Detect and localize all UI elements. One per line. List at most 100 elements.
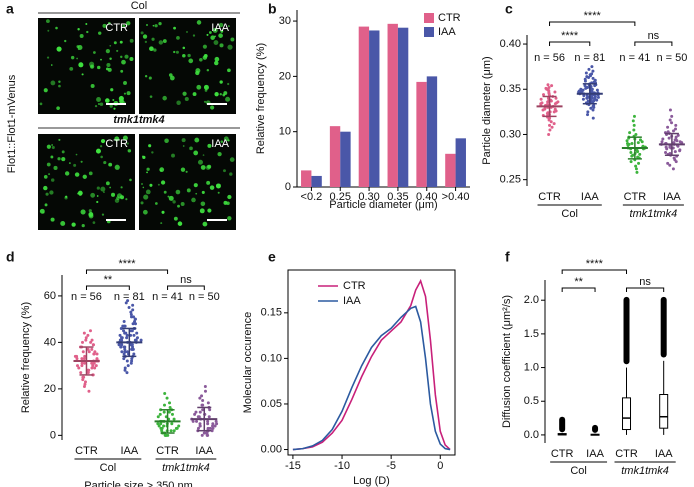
- fluorescent-spot: [81, 73, 84, 76]
- data-point: [130, 357, 134, 361]
- data-point: [82, 357, 86, 361]
- image-label: CTR: [105, 138, 128, 150]
- fluorescent-spot: [98, 31, 102, 35]
- data-point: [125, 371, 129, 375]
- data-point: [80, 364, 84, 368]
- data-point: [129, 361, 133, 365]
- fluorescent-spot: [39, 102, 43, 106]
- bar: [455, 138, 466, 187]
- y-tick-label: 0: [285, 181, 291, 193]
- data-point: [203, 385, 207, 389]
- fluorescent-spot: [48, 173, 51, 176]
- fluorescent-spot: [46, 162, 51, 167]
- fluorescent-spot: [191, 197, 196, 203]
- data-point: [206, 426, 210, 430]
- data-point: [210, 429, 214, 433]
- data-point: [83, 361, 87, 365]
- data-point: [123, 350, 127, 354]
- fluorescent-spot: [112, 98, 115, 101]
- data-point: [207, 415, 211, 419]
- data-point: [131, 303, 135, 307]
- fluorescent-spot: [200, 201, 206, 207]
- fluorescent-spot: [230, 37, 235, 42]
- fluorescent-spot: [76, 45, 80, 48]
- data-point: [585, 94, 589, 98]
- fluorescent-spot: [210, 105, 215, 110]
- data-point: [91, 343, 95, 347]
- data-point: [87, 350, 91, 354]
- fluorescent-spot: [197, 159, 203, 165]
- fluorescent-spot: [110, 88, 114, 92]
- data-point: [125, 359, 129, 363]
- fluorescent-spot: [227, 216, 232, 221]
- data-point: [92, 352, 96, 356]
- fluorescent-spot: [105, 49, 110, 54]
- fluorescent-spot: [90, 192, 96, 198]
- data-point: [668, 163, 672, 167]
- fluorescent-spot: [223, 200, 228, 205]
- data-point: [81, 350, 85, 354]
- y-tick-label: 0.05: [261, 398, 282, 410]
- fluorescent-spot: [102, 23, 107, 28]
- fluorescent-spot: [56, 46, 62, 52]
- fluorescent-spot: [213, 40, 219, 45]
- data-point: [672, 141, 676, 145]
- fluorescent-spot: [109, 57, 112, 61]
- x-tick-label: 0.40: [416, 191, 437, 203]
- n-label: n = 41: [619, 52, 650, 64]
- data-point: [169, 429, 173, 433]
- y-tick-label: 0.25: [500, 174, 521, 186]
- data-point: [625, 139, 629, 143]
- data-point: [213, 424, 217, 428]
- y-tick-label: 10: [279, 126, 291, 138]
- fluorescent-spot: [53, 165, 58, 171]
- data-point: [628, 131, 632, 135]
- legend-swatch: [424, 13, 434, 23]
- data-point: [120, 338, 124, 342]
- data-point: [95, 352, 99, 356]
- data-point: [95, 357, 99, 361]
- fluorescent-spot: [50, 155, 54, 159]
- fluorescent-spot: [46, 19, 50, 24]
- fluorescent-spot: [109, 186, 112, 189]
- fluorescent-spot: [219, 93, 222, 96]
- y-tick-label: 0.15: [261, 307, 282, 319]
- image-label: CTR: [105, 22, 128, 34]
- data-point: [130, 359, 134, 363]
- fluorescent-spot: [57, 157, 61, 161]
- fluorescent-spot: [120, 69, 124, 73]
- fluorescent-spot: [149, 183, 153, 187]
- data-point: [198, 422, 202, 426]
- group-label: tmk1tmk4: [621, 465, 669, 477]
- fluorescent-spot: [44, 203, 48, 207]
- bar: [445, 153, 456, 187]
- data-point: [166, 433, 170, 437]
- significance-label: **: [104, 274, 113, 286]
- fluorescent-spot: [107, 67, 112, 72]
- data-point: [548, 128, 552, 132]
- fluorescent-spot: [126, 21, 131, 26]
- fluorescent-spot: [227, 68, 231, 73]
- fluorescent-spot: [212, 27, 218, 33]
- legend-label: IAA: [438, 26, 456, 38]
- data-point: [158, 412, 162, 416]
- data-point: [586, 99, 590, 103]
- data-point: [591, 116, 595, 120]
- data-point: [123, 324, 127, 328]
- data-point: [201, 398, 205, 402]
- legend-swatch: [424, 27, 434, 37]
- fluorescent-spot: [73, 163, 77, 167]
- data-point: [591, 69, 595, 73]
- fluorescent-spot: [51, 144, 54, 146]
- data-point: [165, 396, 169, 400]
- fluorescent-spot: [50, 64, 53, 66]
- significance-label: ****: [561, 30, 579, 42]
- bar: [426, 76, 438, 187]
- data-point: [591, 76, 595, 80]
- x-tick-label: 0.35: [387, 191, 408, 203]
- x-tick-label: IAA: [663, 191, 681, 203]
- n-label: n = 41: [152, 291, 183, 303]
- data-point: [592, 104, 596, 108]
- fluorescent-spot: [114, 136, 120, 142]
- fluorescent-spot: [94, 104, 98, 108]
